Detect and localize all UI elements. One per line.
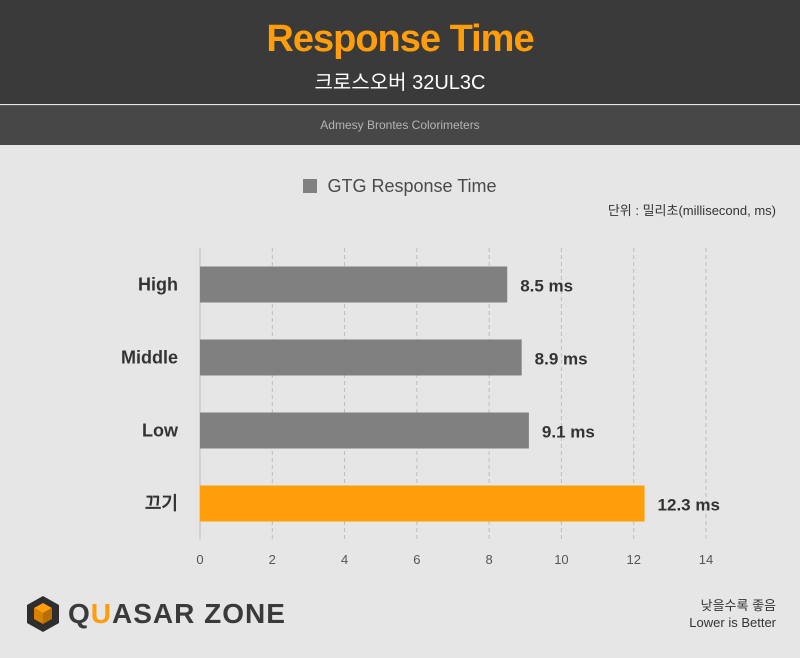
category-label: 끄기 xyxy=(145,494,178,514)
value-label: 8.9 ms xyxy=(535,350,588,369)
bar xyxy=(200,412,529,449)
category-label: High xyxy=(138,275,178,295)
value-label: 8.5 ms xyxy=(520,277,573,296)
x-tick-label: 14 xyxy=(699,552,713,567)
legend-label: GTG Response Time xyxy=(327,176,497,196)
logo-text: QUASAR ZONE xyxy=(68,598,286,629)
bar xyxy=(200,485,645,522)
legend-swatch xyxy=(303,179,318,193)
footer-note-en: Lower is Better xyxy=(689,615,776,630)
value-label: 12.3 ms xyxy=(658,496,720,515)
chart-header: Response Time 크로스오버 32UL3C xyxy=(0,0,800,104)
quasarzone-logo: QUASAR ZONE xyxy=(26,592,286,636)
bar xyxy=(200,339,522,376)
x-tick-label: 2 xyxy=(269,552,276,567)
bars xyxy=(200,266,645,522)
category-label: Low xyxy=(142,421,179,441)
footer-note-ko: 낮을수록 좋음 xyxy=(700,598,776,613)
chart-subtitle: 크로스오버 32UL3C xyxy=(314,72,486,94)
footer-note: 낮을수록 좋음 Lower is Better xyxy=(689,597,776,631)
x-tick-label: 6 xyxy=(413,552,420,567)
x-tick-label: 12 xyxy=(626,552,640,567)
source-label: Admesy Brontes Colorimeters xyxy=(320,118,480,132)
x-tick-label: 4 xyxy=(341,552,348,567)
bar xyxy=(200,266,508,303)
legend: GTG Response Time xyxy=(0,176,800,197)
category-label: Middle xyxy=(121,348,178,368)
x-tick-label: 8 xyxy=(486,552,493,567)
value-label: 9.1 ms xyxy=(542,423,595,442)
x-tick-label: 0 xyxy=(196,552,203,567)
x-tick-labels: 0 2 4 6 8 10 12 14 xyxy=(196,552,713,567)
unit-note: 단위 : 밀리초(millisecond, ms) xyxy=(607,203,776,218)
category-labels: High Middle Low 끄기 xyxy=(121,275,179,514)
x-tick-label: 10 xyxy=(554,552,568,567)
cube-logo-icon xyxy=(27,596,59,632)
chart-title: Response Time xyxy=(266,18,534,60)
source-bar: Admesy Brontes Colorimeters xyxy=(0,105,800,145)
value-labels: 8.5 ms 8.9 ms 9.1 ms 12.3 ms xyxy=(520,277,720,515)
